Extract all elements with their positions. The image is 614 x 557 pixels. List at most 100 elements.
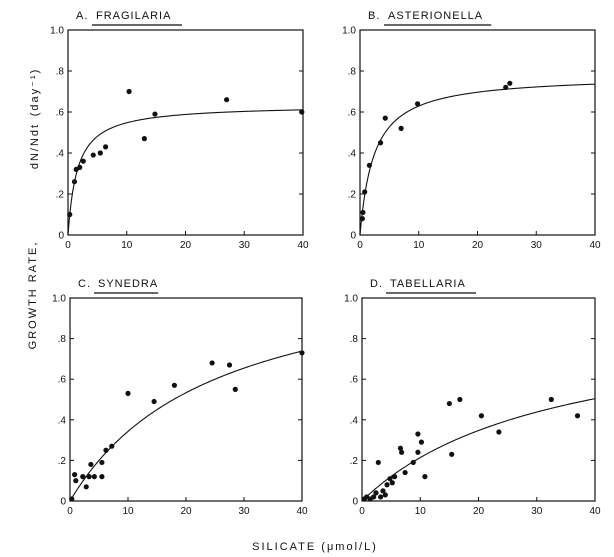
fit-curve xyxy=(69,350,303,502)
fit-curve xyxy=(359,83,596,236)
data-point xyxy=(103,447,109,453)
y-tick-label: .2 xyxy=(348,190,357,201)
y-axis-formula: dN/Ndt xyxy=(29,123,41,169)
data-point xyxy=(171,382,177,388)
x-tick-label: 10 xyxy=(122,506,134,517)
y-tick-label: .4 xyxy=(58,415,67,426)
data-point xyxy=(88,461,94,468)
data-point xyxy=(299,109,305,115)
fit-curve xyxy=(361,398,596,502)
x-tick-label: 0 xyxy=(357,240,363,251)
y-tick-label: .4 xyxy=(348,149,357,160)
y-tick-label: .4 xyxy=(350,415,359,426)
x-tick-label: 0 xyxy=(65,240,71,251)
data-point xyxy=(410,459,416,466)
x-tick-label: 20 xyxy=(472,240,484,251)
y-tick-label: .6 xyxy=(58,375,67,386)
data-point xyxy=(375,459,381,466)
data-point xyxy=(380,488,386,494)
y-tick-label: 1.0 xyxy=(342,26,356,37)
chart-panel-fragilaria: 0 .2 .4 .6 .8 1.0 0 10 20 30 40 A. FRAGILARIA xyxy=(50,10,309,251)
data-point xyxy=(232,386,238,392)
data-point xyxy=(86,474,92,480)
y-tick-label: 0 xyxy=(352,497,358,508)
data-point xyxy=(67,211,73,218)
y-tick-label: .8 xyxy=(56,67,65,78)
x-tick-label: 30 xyxy=(531,506,543,517)
x-tick-label: 30 xyxy=(531,240,543,251)
data-point xyxy=(209,360,215,366)
data-point xyxy=(69,496,75,502)
y-tick-label: .2 xyxy=(58,456,67,467)
data-point xyxy=(378,494,384,500)
data-point xyxy=(415,431,421,437)
data-point xyxy=(548,396,554,403)
x-tick-label: 20 xyxy=(180,240,192,251)
chart-panel-asterionella: 0 .2 .4 .6 .8 1.0 0 10 20 30 40 B. ASTERIONELLA xyxy=(342,10,601,251)
plot-frame xyxy=(359,29,596,236)
data-point xyxy=(382,492,388,498)
data-point xyxy=(83,484,89,490)
data-point xyxy=(398,125,404,131)
panel-title: FRAGILARIA xyxy=(96,10,171,22)
x-tick-label: 0 xyxy=(359,506,365,517)
data-point xyxy=(90,152,96,158)
x-tick-label: 30 xyxy=(239,240,251,251)
data-point xyxy=(446,400,452,407)
y-tick-label: .6 xyxy=(348,108,357,119)
x-tick-label: 40 xyxy=(297,240,309,251)
panel-letter: B. xyxy=(368,10,380,22)
fit-curve xyxy=(67,109,304,236)
y-tick-label: .8 xyxy=(58,334,67,345)
y-tick-label: 0 xyxy=(60,497,66,508)
data-point xyxy=(377,140,384,146)
panel-letter: A. xyxy=(76,10,88,22)
data-point xyxy=(72,472,78,478)
data-point xyxy=(99,459,105,466)
data-point xyxy=(418,439,425,445)
data-point xyxy=(80,158,86,164)
data-point xyxy=(109,443,115,449)
data-point xyxy=(397,445,404,451)
y-tick-label: .2 xyxy=(350,456,359,467)
y-tick-label: .2 xyxy=(56,190,65,201)
data-point xyxy=(151,398,157,405)
data-point xyxy=(422,474,428,480)
data-point xyxy=(366,162,372,168)
x-tick-label: 30 xyxy=(238,506,250,517)
data-point xyxy=(97,150,103,156)
data-point xyxy=(503,84,509,90)
x-axis-label: SILICATE (μmol/L) xyxy=(252,541,378,553)
y-tick-label: 1.0 xyxy=(52,294,66,305)
chart-panel-synedra: 0 .2 .4 .6 .8 1.0 0 10 20 30 40 C. SYNEDRA xyxy=(52,278,308,517)
y-axis-label-formula: dN/Ndt xyxy=(29,123,41,169)
data-point xyxy=(399,449,405,455)
y-axis-label-main: GROWTH RATE, xyxy=(27,241,39,350)
data-point xyxy=(226,362,233,368)
y-axis-label-unit: (day⁻¹) xyxy=(29,68,41,117)
chart-panel-tabellaria: 0 .2 .4 .6 .8 1.0 0 10 20 30 40 D. TABELLARIA xyxy=(344,278,601,517)
y-tick-label: .6 xyxy=(350,375,359,386)
y-tick-label: .8 xyxy=(350,334,359,345)
panel-letter: C. xyxy=(78,278,91,290)
panels: 0 .2 .4 .6 .8 1.0 0 10 20 30 40 A. FRAGILARIA 0 .2 .4 .6… xyxy=(50,10,601,517)
x-tick-label: 10 xyxy=(121,240,133,251)
data-point xyxy=(371,494,377,500)
x-tick-label: 40 xyxy=(589,240,601,251)
data-point xyxy=(141,136,147,142)
y-tick-label: .8 xyxy=(348,67,357,78)
data-point xyxy=(77,164,83,170)
y-tick-label: 0 xyxy=(350,231,356,242)
data-point xyxy=(457,396,463,403)
panel-title: SYNEDRA xyxy=(98,278,158,290)
data-point xyxy=(103,144,109,150)
x-tick-label: 10 xyxy=(413,240,425,251)
data-point xyxy=(224,97,230,103)
data-point xyxy=(359,216,365,222)
y-tick-label: .6 xyxy=(56,108,65,119)
data-point xyxy=(384,482,390,488)
x-tick-label: 20 xyxy=(180,506,192,517)
x-tick-label: 40 xyxy=(589,506,601,517)
data-point xyxy=(387,476,393,482)
